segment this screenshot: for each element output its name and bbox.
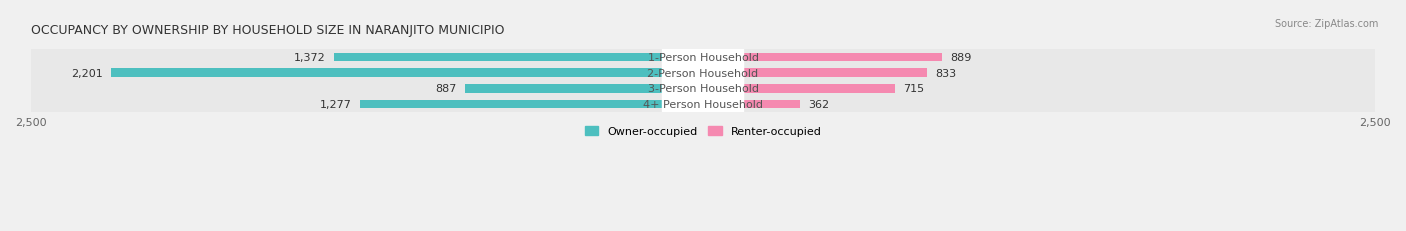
Text: 715: 715 <box>903 84 924 94</box>
Bar <box>703 69 927 78</box>
Text: 887: 887 <box>434 84 457 94</box>
Text: OCCUPANCY BY OWNERSHIP BY HOUSEHOLD SIZE IN NARANJITO MUNICIPIO: OCCUPANCY BY OWNERSHIP BY HOUSEHOLD SIZE… <box>31 24 505 37</box>
Text: 362: 362 <box>808 100 830 109</box>
Legend: Owner-occupied, Renter-occupied: Owner-occupied, Renter-occupied <box>581 122 825 141</box>
Text: 1-Person Household: 1-Person Household <box>648 53 758 63</box>
Text: 833: 833 <box>935 68 956 79</box>
FancyBboxPatch shape <box>662 9 744 107</box>
Bar <box>464 85 703 93</box>
Text: Source: ZipAtlas.com: Source: ZipAtlas.com <box>1274 18 1378 28</box>
FancyBboxPatch shape <box>31 50 1375 66</box>
Bar <box>360 100 703 109</box>
Text: 2,201: 2,201 <box>72 68 103 79</box>
FancyBboxPatch shape <box>662 40 744 138</box>
FancyBboxPatch shape <box>662 24 744 123</box>
FancyBboxPatch shape <box>662 55 744 154</box>
FancyBboxPatch shape <box>31 65 1375 82</box>
Text: 2-Person Household: 2-Person Household <box>647 68 759 79</box>
Bar <box>111 69 703 78</box>
Bar <box>335 54 703 62</box>
Bar <box>703 100 800 109</box>
Text: 3-Person Household: 3-Person Household <box>648 84 758 94</box>
FancyBboxPatch shape <box>31 81 1375 97</box>
Text: 4+ Person Household: 4+ Person Household <box>643 100 763 109</box>
Text: 1,372: 1,372 <box>294 53 326 63</box>
FancyBboxPatch shape <box>31 96 1375 112</box>
Bar <box>703 54 942 62</box>
Text: 1,277: 1,277 <box>319 100 352 109</box>
Bar <box>703 85 896 93</box>
Text: 889: 889 <box>950 53 972 63</box>
